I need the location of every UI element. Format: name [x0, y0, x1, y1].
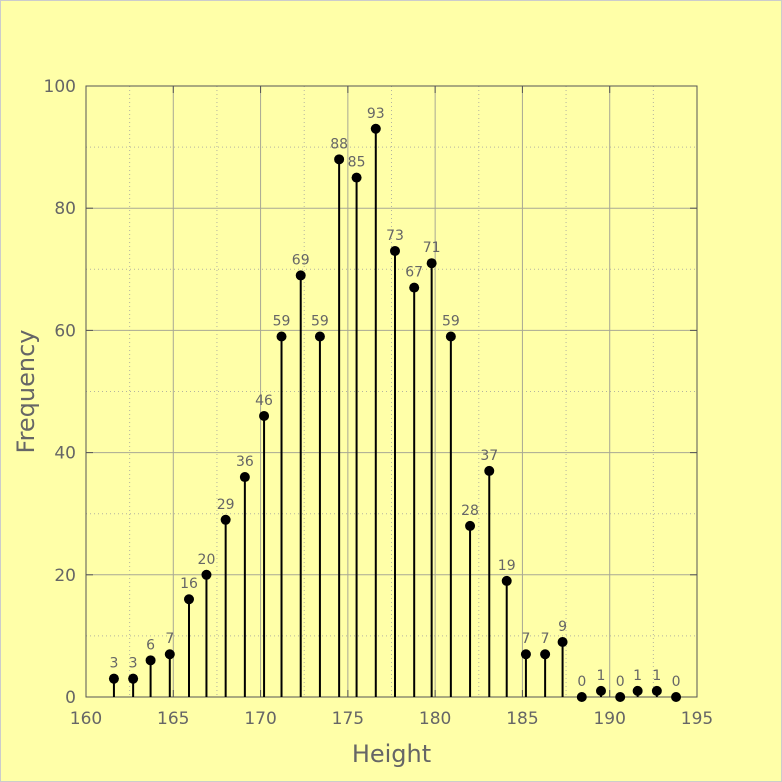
- stem-marker: [671, 692, 682, 702]
- data-label: 85: [348, 155, 366, 171]
- stem-marker: [465, 520, 476, 531]
- stems: [112, 128, 658, 697]
- stem-marker: [651, 685, 662, 696]
- x-tick-label: 165: [157, 709, 189, 729]
- stem-marker: [520, 649, 531, 660]
- data-label: 46: [255, 393, 273, 409]
- stem-marker: [220, 514, 231, 525]
- stem-marker: [595, 685, 606, 696]
- markers: [108, 123, 682, 702]
- data-label: 9: [558, 619, 567, 635]
- stem-marker: [632, 685, 643, 696]
- stem-marker: [259, 410, 270, 421]
- x-tick-label: 185: [506, 709, 538, 729]
- x-tick-label: 170: [244, 709, 276, 729]
- y-tick-label: 40: [54, 444, 76, 464]
- stem-marker: [445, 331, 456, 342]
- stem-marker: [295, 270, 306, 281]
- data-label: 7: [165, 631, 174, 647]
- data-label: 36: [236, 454, 254, 470]
- stem-marker: [540, 649, 551, 660]
- data-label: 59: [273, 314, 291, 330]
- major-grid: [86, 86, 697, 697]
- y-tick-label: 80: [54, 199, 76, 219]
- stem-marker: [409, 282, 420, 293]
- data-label: 1: [652, 668, 661, 684]
- stem-marker: [239, 472, 250, 483]
- data-label: 0: [616, 674, 625, 690]
- y-tick-label: 60: [54, 321, 76, 341]
- data-label: 37: [480, 448, 498, 464]
- data-label: 16: [180, 576, 198, 592]
- x-tick-label: 160: [70, 709, 102, 729]
- data-label: 1: [597, 668, 606, 684]
- plot-area-frame: [85, 85, 698, 698]
- stem-marker: [108, 673, 119, 684]
- stem-marker: [615, 692, 626, 702]
- data-label: 1: [633, 668, 642, 684]
- stem-marker: [351, 172, 362, 183]
- y-tick-label: 0: [65, 688, 76, 708]
- x-tick-label: 195: [681, 709, 713, 729]
- stem-marker: [501, 575, 512, 586]
- x-tick-label: 190: [593, 709, 625, 729]
- data-label: 7: [521, 631, 530, 647]
- stem-marker: [276, 331, 287, 342]
- data-label: 67: [405, 265, 423, 281]
- stem-marker: [201, 569, 212, 580]
- data-label: 20: [198, 552, 216, 568]
- y-axis-title: Frequency: [12, 330, 40, 454]
- data-label: 0: [577, 674, 586, 690]
- x-axis-title: Height: [352, 740, 431, 768]
- data-label: 69: [292, 252, 310, 268]
- stem-marker: [164, 649, 175, 660]
- data-label: 29: [217, 497, 235, 513]
- data-labels: 3 36 7162029364659695988859373677159283719…: [109, 106, 680, 690]
- stem-marker: [314, 331, 325, 342]
- data-label: 59: [311, 314, 329, 330]
- stem-marker: [370, 123, 381, 134]
- data-label: 59: [442, 314, 460, 330]
- data-label: 3: [109, 656, 118, 672]
- axis-ticks: [85, 85, 698, 698]
- data-label: 3: [129, 656, 138, 672]
- stem-marker: [128, 673, 139, 684]
- stem-marker: [557, 637, 568, 648]
- x-tick-label: 175: [332, 709, 364, 729]
- y-tick-label: 100: [44, 77, 76, 97]
- y-tick-label: 20: [54, 566, 76, 586]
- data-label: 7: [541, 631, 550, 647]
- stem-marker: [334, 154, 345, 165]
- data-label: 73: [386, 228, 404, 244]
- stem-marker: [183, 594, 194, 605]
- stem-marker: [389, 245, 400, 256]
- stem-marker: [484, 465, 495, 476]
- data-label: 19: [498, 558, 516, 574]
- data-label: 88: [330, 136, 348, 152]
- stem-marker: [145, 655, 156, 666]
- data-label: 28: [461, 503, 479, 519]
- data-label: 0: [672, 674, 681, 690]
- data-label: 93: [367, 106, 385, 122]
- x-tick-label: 180: [419, 709, 451, 729]
- stem-marker: [426, 258, 437, 269]
- data-label: 6: [146, 637, 155, 653]
- data-label: 71: [423, 240, 441, 256]
- stem-marker: [576, 692, 587, 702]
